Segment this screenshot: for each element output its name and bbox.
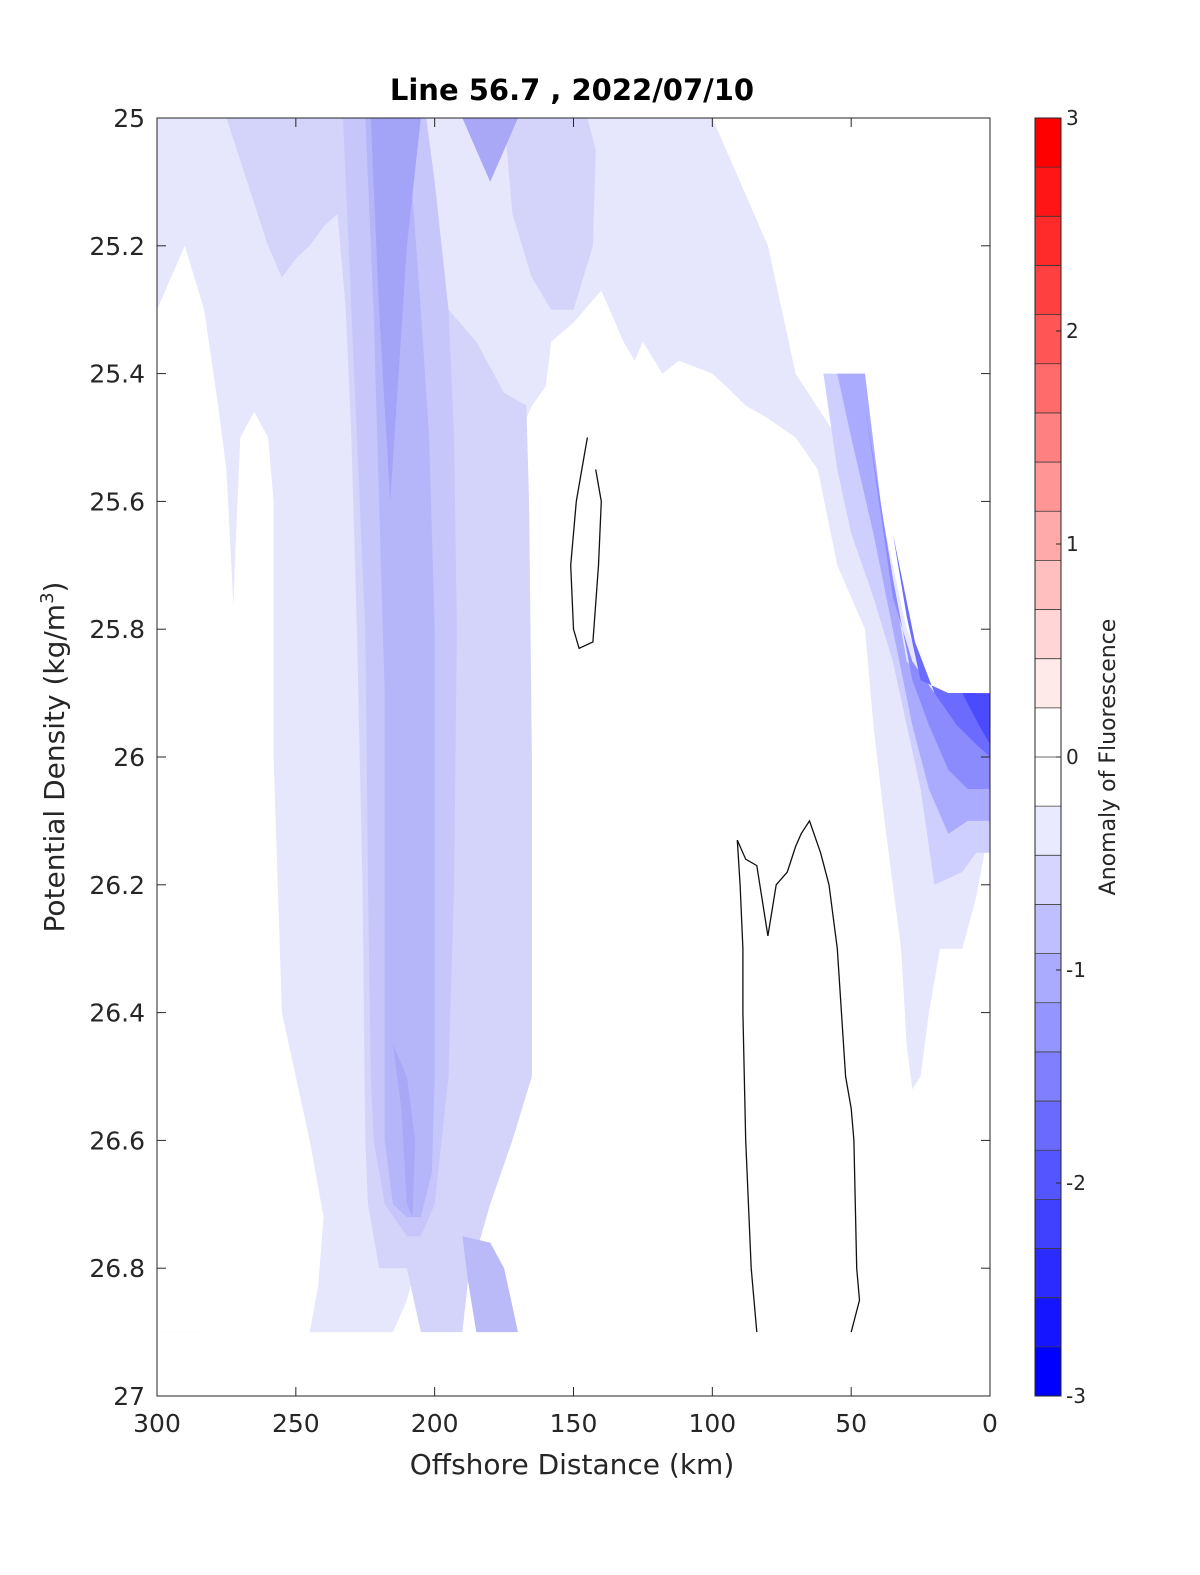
colorbar-cell — [1035, 1199, 1061, 1250]
colorbar-cell — [1035, 904, 1061, 955]
contour-region-7 — [393, 1044, 416, 1218]
y-tick-label: 25.2 — [89, 232, 145, 261]
x-tick-label: 300 — [133, 1409, 181, 1438]
contour-region-1 — [157, 245, 302, 1333]
colorbar-tick-label: -2 — [1066, 1171, 1086, 1195]
colorbar-tick-label: -1 — [1066, 958, 1086, 982]
y-axis-label-close: ) — [38, 582, 71, 593]
colorbar-cell — [1035, 1248, 1061, 1299]
zero-contour-line-0 — [570, 437, 602, 650]
colorbar-cell — [1035, 1051, 1061, 1102]
y-tick-label: 26.2 — [89, 871, 145, 900]
x-tick-label: 150 — [550, 1409, 598, 1438]
colorbar-tick-label: 0 — [1066, 745, 1079, 769]
y-tick-label: 25 — [113, 104, 145, 133]
colorbar-tick-label: 3 — [1066, 106, 1079, 130]
colorbar-cell — [1035, 412, 1061, 463]
y-axis-label: Potential Density (kg/m3) — [37, 582, 71, 933]
contour-region-13 — [962, 693, 990, 745]
colorbar-cell — [1035, 806, 1061, 856]
colorbar-cell — [1035, 1101, 1061, 1151]
contour-region-12 — [892, 533, 990, 757]
colorbar-cell — [1035, 953, 1061, 1004]
y-tick-label: 26.8 — [89, 1254, 145, 1283]
colorbar-label: Anomaly of Fluorescence — [1096, 619, 1121, 896]
x-tick-label: 50 — [835, 1409, 867, 1438]
y-tick-label: 25.6 — [89, 487, 145, 516]
y-tick-label: 27 — [113, 1382, 145, 1411]
zero-contour-line-1 — [736, 819, 861, 1333]
chart-title: Line 56.7 , 2022/07/10 — [390, 73, 754, 107]
colorbar-cell — [1035, 658, 1061, 709]
y-tick-label: 26 — [113, 743, 145, 772]
colorbar-cell — [1035, 167, 1061, 217]
contour-lines — [570, 437, 861, 1333]
colorbar-cell — [1035, 1346, 1061, 1397]
colorbar-cell — [1035, 118, 1061, 168]
plot-area: 300 250 200 150 100 50 0 2525.225.425.625.8262… — [89, 104, 998, 1438]
colorbar-cell — [1035, 1002, 1061, 1053]
contour-region-4 — [365, 118, 435, 1218]
x-axis-ticks: 300 250 200 150 100 50 0 — [133, 118, 998, 1438]
colorbar-cell — [1035, 707, 1061, 758]
colorbar-cell — [1035, 265, 1061, 316]
contour-region-6 — [462, 118, 532, 182]
colorbar-cell — [1035, 609, 1061, 660]
filled-contour-regions — [157, 118, 990, 1333]
y-axis-label-superscript: 3 — [37, 592, 58, 603]
colorbar-cell — [1035, 462, 1061, 512]
colorbar-cell — [1035, 1150, 1061, 1200]
colorbar-cells — [1035, 118, 1061, 1397]
colorbar-tick-label: 1 — [1066, 532, 1079, 556]
x-tick-label: 200 — [411, 1409, 459, 1438]
y-axis-label-main: Potential Density (kg/m — [38, 604, 71, 933]
colorbar-cell — [1035, 1297, 1061, 1348]
y-tick-label: 26.4 — [89, 999, 145, 1028]
y-tick-label: 26.6 — [89, 1126, 145, 1155]
y-tick-label: 25.8 — [89, 615, 145, 644]
contour-region-8 — [462, 1236, 518, 1333]
colorbar-cell — [1035, 560, 1061, 611]
y-tick-label: 25.4 — [89, 360, 145, 389]
colorbar-cell — [1035, 216, 1061, 266]
x-axis-label: Offshore Distance (km) — [410, 1448, 735, 1481]
colorbar-cell — [1035, 757, 1061, 807]
colorbar-cell — [1035, 855, 1061, 905]
colorbar: 3 2 1 0 -1 -2 -3 Anomaly of Fluorescence — [1034, 106, 1121, 1408]
y-axis-ticks: 25 25.2 25.4 25.6 25.8 26 26.2 26.4 26.6 26.8 27 — [89, 104, 990, 1411]
x-tick-label: 100 — [688, 1409, 736, 1438]
colorbar-cell — [1035, 363, 1061, 414]
colorbar-cell — [1035, 314, 1061, 365]
colorbar-tick-label: 2 — [1066, 319, 1079, 343]
x-tick-label: 0 — [982, 1409, 998, 1438]
contour-region-5 — [370, 118, 421, 502]
colorbar-ticks: 3 2 1 0 -1 -2 -3 — [1056, 106, 1086, 1408]
colorbar-cell — [1035, 511, 1061, 561]
x-tick-label: 250 — [272, 1409, 320, 1438]
colorbar-tick-label: -3 — [1066, 1384, 1086, 1408]
